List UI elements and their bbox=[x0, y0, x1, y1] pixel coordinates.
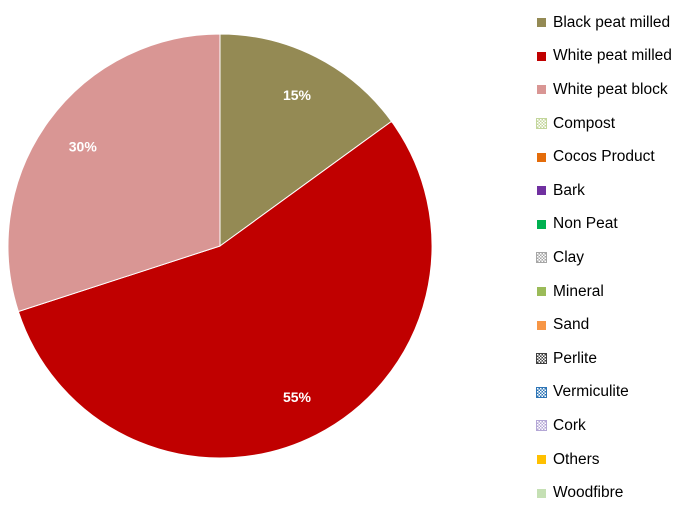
legend-item: White peat block bbox=[537, 73, 690, 107]
legend-label: White peat milled bbox=[553, 47, 672, 65]
legend-swatch bbox=[537, 186, 546, 196]
legend-swatch bbox=[536, 386, 547, 398]
legend-label: Cocos Product bbox=[553, 148, 655, 166]
legend-item: Compost bbox=[536, 107, 690, 141]
legend-label: Mineral bbox=[553, 282, 604, 300]
legend-swatch bbox=[537, 455, 546, 465]
legend-swatch bbox=[537, 51, 546, 61]
legend-swatch bbox=[536, 353, 547, 365]
legend-item: Clay bbox=[536, 241, 690, 275]
legend-swatch bbox=[537, 488, 546, 498]
pie-slice-2 bbox=[7, 33, 221, 313]
legend-item: Non Peat bbox=[537, 208, 690, 242]
legend-swatch bbox=[537, 219, 546, 229]
slice-data-label-0: 15% bbox=[283, 87, 312, 103]
legend-swatch bbox=[536, 252, 547, 264]
legend-swatch bbox=[537, 287, 546, 297]
pie-chart: 15% 55% 30% bbox=[7, 33, 433, 459]
legend-label: White peat block bbox=[553, 80, 668, 98]
legend-swatch bbox=[537, 320, 546, 330]
legend-item: Vermiculite bbox=[536, 376, 690, 410]
legend-label: Perlite bbox=[553, 349, 597, 367]
pie-slice-0 bbox=[219, 33, 393, 247]
legend-label: Non Peat bbox=[553, 215, 618, 233]
legend-label: Cork bbox=[553, 416, 586, 434]
legend-label: Compost bbox=[553, 114, 616, 132]
legend-item: Others bbox=[537, 443, 690, 477]
legend-item: Mineral bbox=[537, 275, 690, 309]
slice-data-label-2: 30% bbox=[69, 138, 98, 154]
legend: Black peat milled White peat milled White … bbox=[536, 6, 690, 510]
legend-swatch bbox=[537, 18, 546, 28]
legend-item: Cork bbox=[536, 409, 690, 443]
legend-item: Black peat milled bbox=[537, 6, 690, 40]
legend-label: Clay bbox=[553, 248, 585, 266]
legend-label: Vermiculite bbox=[553, 383, 629, 401]
legend-swatch bbox=[537, 85, 546, 95]
legend-item: White peat milled bbox=[537, 40, 690, 74]
legend-label: Bark bbox=[553, 181, 585, 199]
legend-swatch bbox=[536, 420, 547, 432]
legend-label: Others bbox=[553, 450, 600, 468]
legend-item: Cocos Product bbox=[537, 140, 690, 174]
legend-item: Woodfibre bbox=[537, 476, 690, 510]
legend-label: Black peat milled bbox=[553, 13, 671, 31]
legend-swatch bbox=[537, 152, 546, 162]
legend-item: Sand bbox=[537, 308, 690, 342]
pie-slice-1 bbox=[17, 120, 433, 459]
legend-label: Sand bbox=[553, 316, 590, 334]
legend-label: Woodfibre bbox=[553, 484, 624, 502]
slice-data-label-1: 55% bbox=[283, 389, 312, 405]
legend-swatch bbox=[536, 118, 547, 130]
legend-item: Bark bbox=[537, 174, 690, 208]
legend-item: Perlite bbox=[536, 342, 690, 376]
